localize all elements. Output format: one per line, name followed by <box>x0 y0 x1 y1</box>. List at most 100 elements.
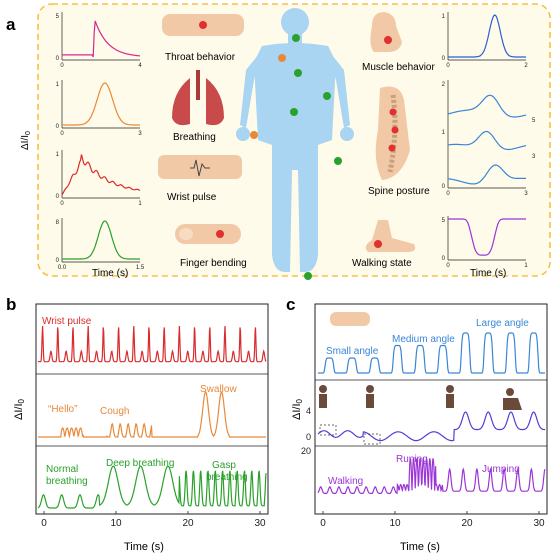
label-deep-breathing: Deep breathing <box>106 458 174 469</box>
right-plot-ytick: 0 <box>442 56 446 62</box>
panel-b-frame <box>35 303 269 515</box>
label-walking: Walking state <box>352 258 412 269</box>
label-muscle: Muscle behavior <box>362 62 435 73</box>
label-gasp-breathing: Gasp <box>212 460 236 471</box>
panel-b-letter: b <box>6 295 16 314</box>
left-plot-ytick: 8 <box>56 220 60 226</box>
right-plot-line <box>447 94 527 118</box>
right-plot-ytick: 5 <box>442 218 446 224</box>
right-plot-ytick: 1 <box>442 130 446 136</box>
dashed-box <box>363 433 381 445</box>
left-plot-ytick: 0 <box>56 56 60 62</box>
panel-c-ytick: 20 <box>301 446 311 456</box>
panel-c-xlabel: Time (s) <box>400 541 440 553</box>
finger-angle-trace <box>318 332 545 374</box>
panel-b-x-ticklabel: 0 <box>41 518 47 529</box>
label-wrist: Wrist pulse <box>167 192 217 203</box>
left-plot-xtick: 3 <box>138 131 142 137</box>
left-plot-xtick: 1.5 <box>136 265 145 271</box>
right-plot-xtick: 0 <box>446 263 450 269</box>
dashed-box <box>319 424 337 436</box>
panel-a-letter: a <box>6 15 16 34</box>
label-throat: Throat behavior <box>165 52 236 63</box>
right-plot-side-label: 5 <box>532 118 536 124</box>
right-plot-ytick: 0 <box>442 184 446 190</box>
left-plot-xtick: 0 <box>60 63 64 69</box>
right-plot-line <box>447 130 527 151</box>
panel-c-ylabel: ΔI/I0 <box>291 398 304 420</box>
throat-illustration <box>162 14 244 36</box>
left-plot-ytick: 0 <box>56 194 60 200</box>
left-plot-line <box>62 220 140 260</box>
panel-c-letter: c <box>286 295 295 314</box>
human-body-illustration <box>236 8 354 280</box>
left-plot-ytick: 0 <box>56 124 60 130</box>
wrist-pulse-trace <box>37 325 267 363</box>
right-plot-line <box>447 164 526 185</box>
panel-c-x-ticklabel: 0 <box>320 518 326 529</box>
panel-a-ylabel: ΔI/I0 <box>20 131 32 150</box>
panel-c-ytick: 4 <box>306 406 311 416</box>
posture-figures <box>319 312 522 410</box>
right-plot-ytick: 1 <box>442 14 446 20</box>
label-large-angle: Large angle <box>476 318 529 329</box>
label-running: Runing <box>396 454 428 465</box>
spine-illustration <box>375 86 410 180</box>
panel-b-x-ticklabel: 10 <box>110 518 122 529</box>
right-plot-ytick: 0 <box>442 256 446 262</box>
lungs-illustration <box>172 70 224 126</box>
left-plot-xtick: 4 <box>138 63 142 69</box>
bending-finger-illustration <box>330 312 370 326</box>
vocal-trace <box>38 391 266 439</box>
muscle-illustration <box>370 12 402 52</box>
left-plot-ytick: 1 <box>56 152 60 158</box>
panel-a-xlabel-left: Time (s) <box>92 268 128 279</box>
panel-c-ytick: 0 <box>306 432 311 442</box>
right-plot-line <box>448 14 526 58</box>
right-plot-xtick: 0 <box>446 63 450 69</box>
left-plot-line <box>62 82 140 126</box>
label-normal-breathing-2: breathing <box>46 476 88 487</box>
left-plot-line <box>61 154 141 196</box>
left-plot-xtick: 0.0 <box>58 265 67 271</box>
left-plot-xtick: 0 <box>60 131 64 137</box>
right-plot-xtick: 2 <box>524 63 528 69</box>
left-plot-xtick: 1 <box>138 201 142 207</box>
label-gasp-breathing-2: breathing <box>206 472 248 483</box>
label-normal-breathing: Normal <box>46 464 78 475</box>
finger-illustration <box>175 224 241 244</box>
foot-illustration <box>365 220 416 252</box>
left-plot-xtick: 0 <box>60 201 64 207</box>
panel-c-x-ticklabel: 20 <box>461 518 473 529</box>
label-swallow: Swallow <box>200 384 237 395</box>
label-jumping: Jumping <box>482 464 520 475</box>
breathing-trace <box>37 465 267 509</box>
right-plot-ytick: 2 <box>442 82 446 88</box>
panel-c-x-ticklabel: 30 <box>533 518 545 529</box>
label-spine: Spine posture <box>368 186 430 197</box>
right-plot-side-label: 3 <box>532 154 536 160</box>
left-plot-line <box>62 20 141 58</box>
label-walking: Walking <box>328 476 363 487</box>
panel-c-frame <box>314 303 548 515</box>
left-plot-ytick: 5 <box>56 14 60 20</box>
spine-posture-trace <box>317 411 546 442</box>
right-plot-xtick: 0 <box>446 191 450 197</box>
motion-trace <box>317 456 546 495</box>
left-plot-ytick: 0 <box>56 258 60 264</box>
panel-b-xlabel: Time (s) <box>124 541 164 553</box>
panel-c-x-ticklabel: 10 <box>389 518 401 529</box>
panel-b-ylabel: ΔI/I0 <box>13 398 26 420</box>
label-small-angle: Small angle <box>326 346 379 357</box>
label-medium-angle: Medium angle <box>392 334 455 345</box>
panel-b-x-ticklabel: 30 <box>254 518 266 529</box>
wrist-illustration <box>158 155 242 179</box>
left-plot-ytick: 1 <box>56 82 60 88</box>
panel-a-xlabel-right: Time (s) <box>470 268 506 279</box>
right-plot-xtick: 3 <box>524 191 528 197</box>
right-plot-xtick: 1 <box>524 263 528 269</box>
label-finger: Finger bending <box>180 258 247 269</box>
right-plot-line <box>448 218 526 256</box>
panel-b-x-ticklabel: 20 <box>182 518 194 529</box>
